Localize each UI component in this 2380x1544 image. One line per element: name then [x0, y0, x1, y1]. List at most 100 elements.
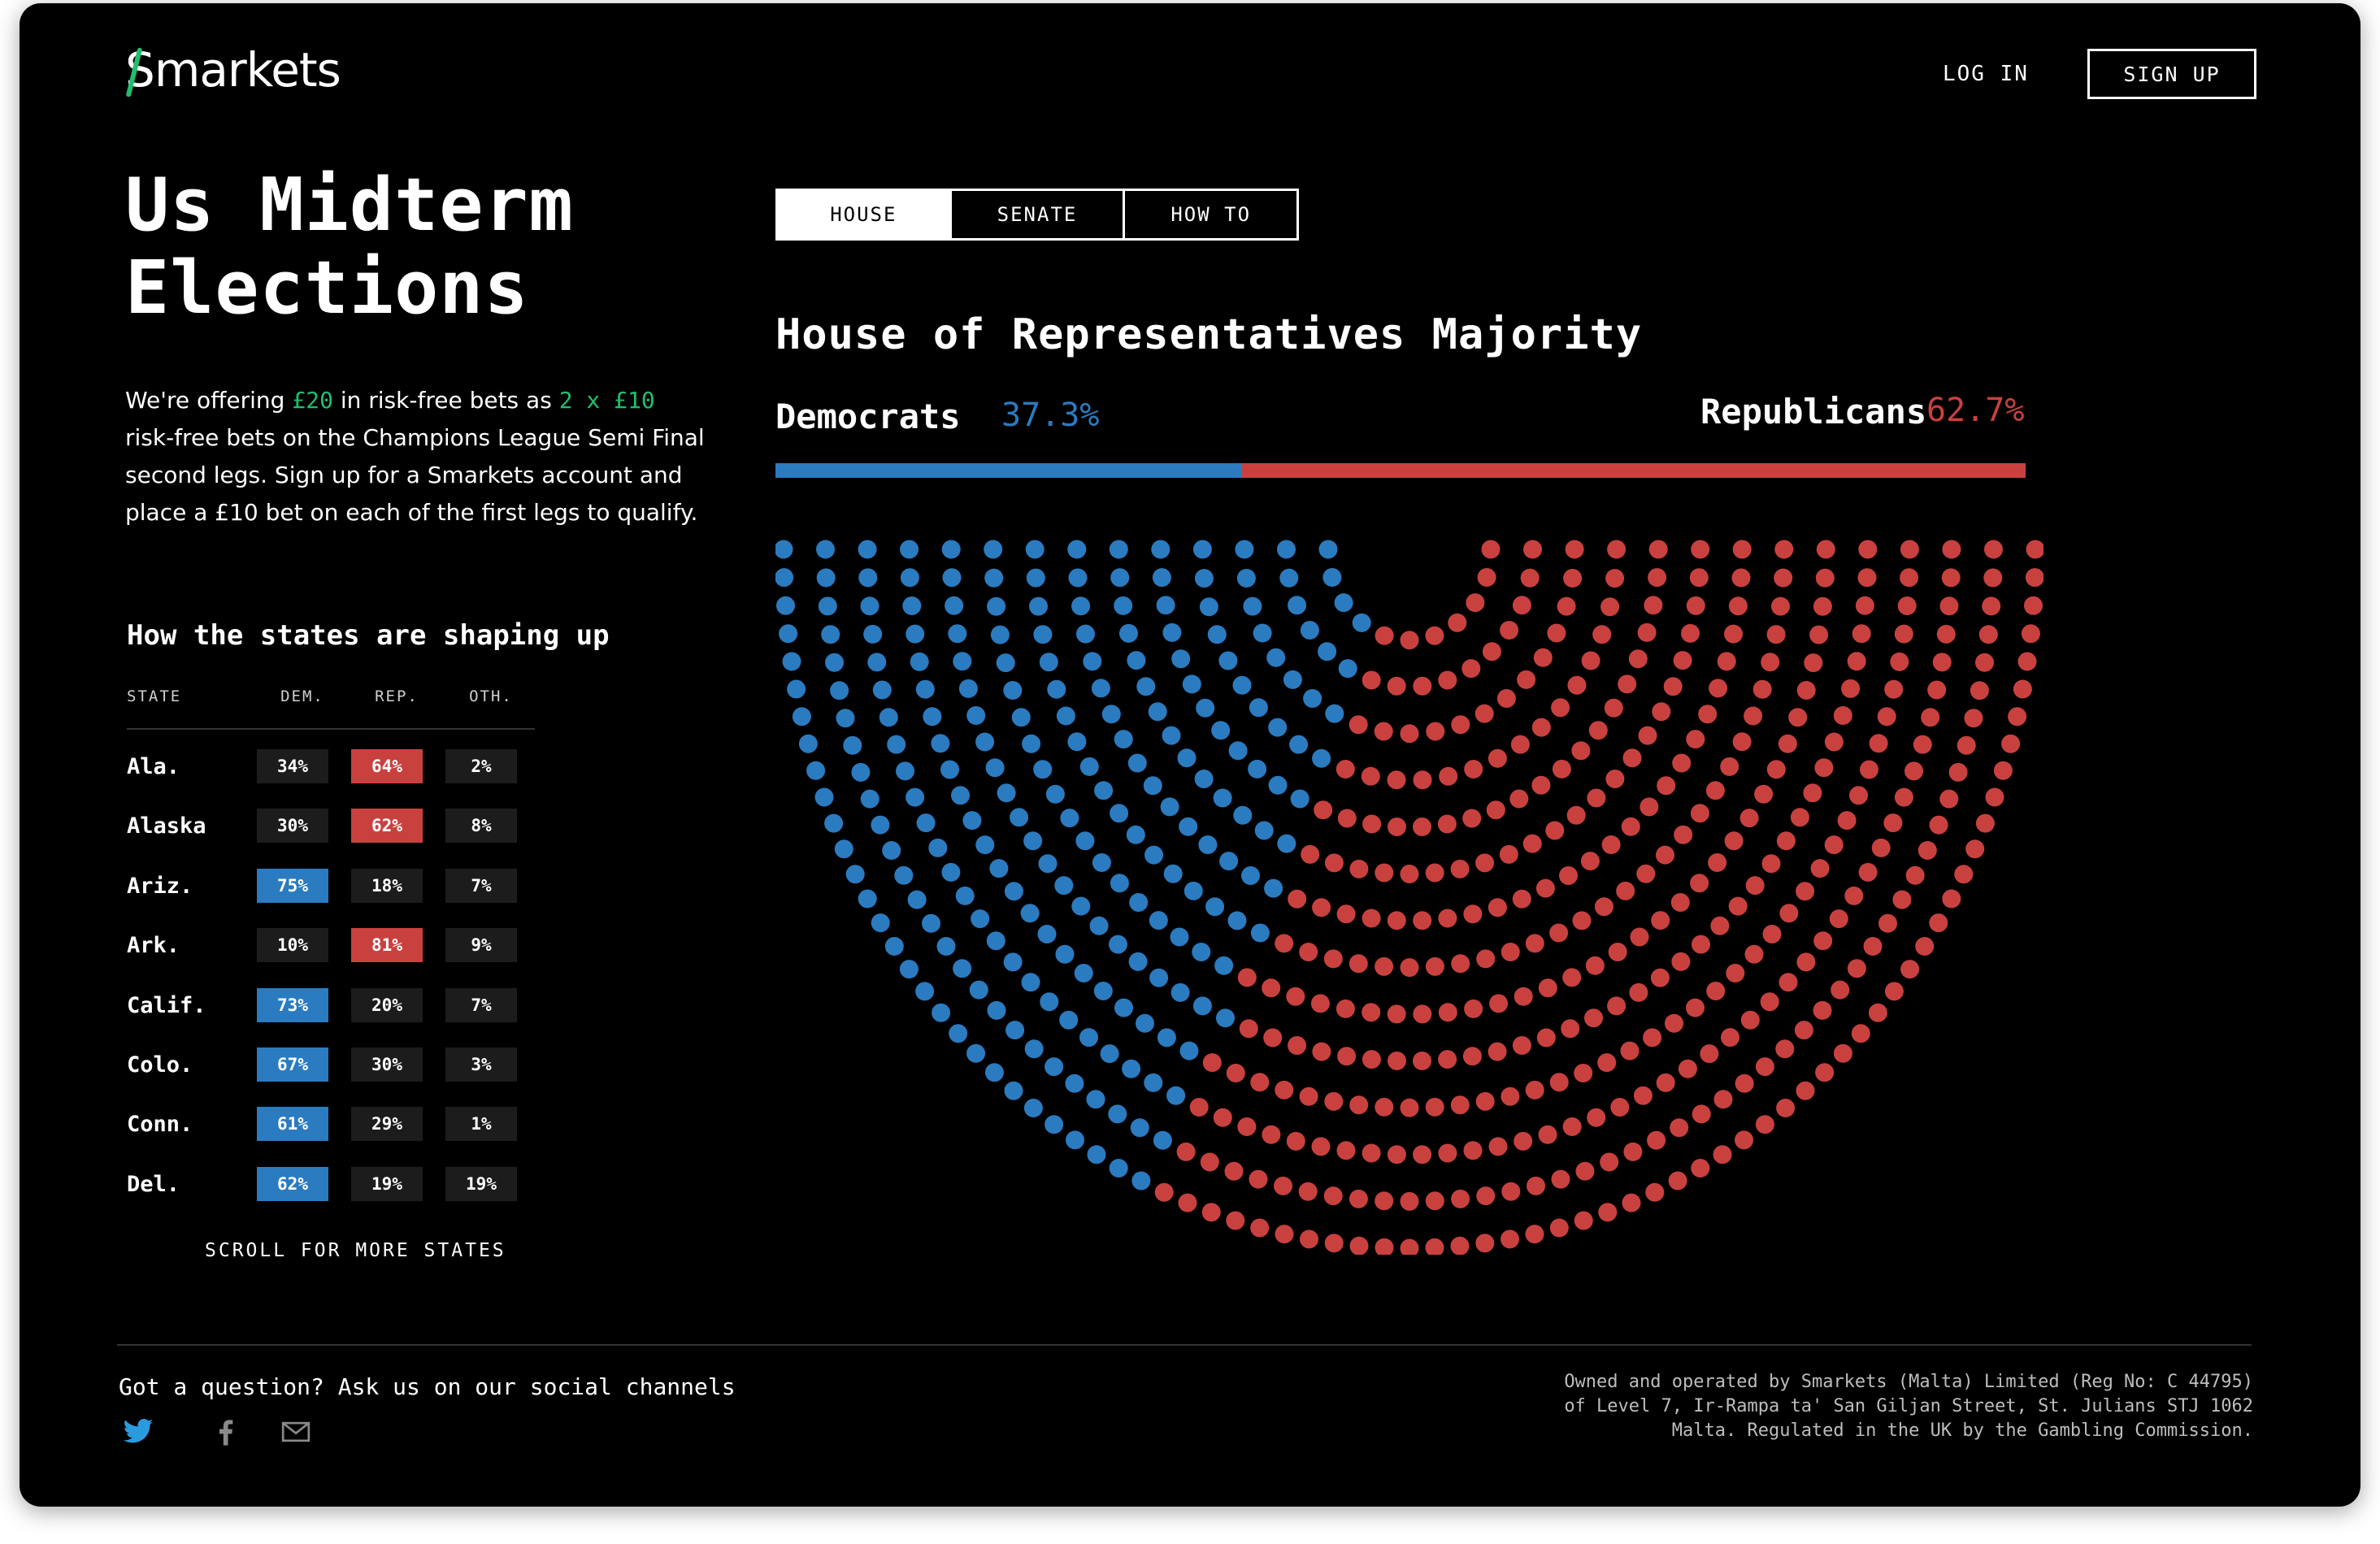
rep-seat: [1708, 853, 1727, 872]
dem-seat: [945, 596, 964, 615]
dem-seat: [1023, 1099, 1043, 1117]
rep-seat: [1858, 540, 1878, 559]
state-row[interactable]: Ark. 10% 81% 9%: [127, 928, 549, 964]
footer-question: Got a question? Ask us on our social cha…: [119, 1373, 736, 1400]
rep-seat: [1323, 949, 1343, 969]
rep-seat: [1510, 735, 1530, 754]
rep-seat: [1692, 1104, 1711, 1124]
dem-seat: [814, 787, 834, 807]
state-row[interactable]: Alaska 30% 62% 8%: [127, 809, 549, 844]
rep-seat: [1775, 1039, 1795, 1059]
rep-seat: [1262, 1125, 1281, 1144]
rep-seat: [1740, 1010, 1760, 1030]
state-dem-percentage: 62%: [257, 1166, 328, 1201]
promo-amount: £20: [292, 387, 333, 414]
rep-seat: [1706, 982, 1726, 1000]
rep-seat: [1509, 789, 1529, 809]
state-row[interactable]: Ala. 34% 64% 2%: [127, 749, 549, 785]
dem-seat: [1156, 596, 1175, 615]
rep-seat: [1815, 1063, 1835, 1082]
facebook-icon[interactable]: [210, 1416, 242, 1448]
dem-seat: [1076, 624, 1095, 644]
dem-seat: [1235, 540, 1254, 559]
rep-seat: [1594, 897, 1613, 917]
rep-seat: [1732, 732, 1752, 752]
rep-seat: [1314, 800, 1333, 820]
state-row[interactable]: Calif. 73% 20% 7%: [127, 987, 549, 1024]
dem-seat: [1318, 642, 1337, 661]
rep-seat: [1387, 676, 1406, 696]
democrats-percentage: 37.3%: [1001, 397, 1100, 434]
rep-seat: [1512, 596, 1531, 615]
rep-seat: [1375, 956, 1394, 976]
rep-seat: [1771, 596, 1790, 616]
dem-seat: [872, 680, 892, 700]
rep-seat: [1438, 1143, 1457, 1163]
legal-text: Owned and operated by Smarkets (Malta) L…: [1366, 1370, 2253, 1443]
dem-seat: [1192, 943, 1211, 961]
dem-seat: [1109, 1159, 1128, 1178]
state-row[interactable]: Colo. 67% 30% 3%: [127, 1047, 549, 1083]
tab-house[interactable]: HOUSE: [778, 191, 949, 238]
dem-seat: [1236, 569, 1256, 588]
rep-seat: [1939, 596, 1959, 616]
dem-seat: [845, 865, 865, 884]
dem-seat: [1054, 876, 1074, 896]
democrats-label: Democrats: [775, 397, 961, 436]
rep-seat: [1814, 758, 1834, 778]
house-seat-chart: [775, 540, 2043, 1255]
login-link[interactable]: LOG IN: [1943, 62, 2029, 86]
rep-seat: [1915, 937, 1935, 956]
state-name: Conn.: [127, 1112, 193, 1138]
tab-how-to[interactable]: HOW TO: [1123, 191, 1296, 238]
rep-seat: [1387, 1004, 1406, 1024]
dem-seat: [1127, 753, 1147, 773]
twitter-icon[interactable]: [122, 1416, 154, 1448]
rep-seat: [1349, 1095, 1369, 1115]
mail-icon[interactable]: [280, 1416, 312, 1448]
rep-seat: [2008, 707, 2027, 726]
state-name: Colo.: [127, 1052, 193, 1078]
rep-seat: [1815, 568, 1835, 588]
rep-seat: [1286, 1131, 1305, 1151]
rep-seat: [1551, 1169, 1570, 1189]
signup-button[interactable]: SIGN UP: [2087, 49, 2256, 99]
rep-seat: [1375, 626, 1394, 645]
rep-seat: [1438, 1050, 1457, 1069]
rep-seat: [1705, 781, 1725, 800]
rep-seat: [1201, 1203, 1221, 1222]
dem-seat: [1196, 698, 1215, 718]
dem-seat: [906, 787, 925, 807]
rep-seat: [1927, 680, 1947, 700]
rep-seat: [1678, 1059, 1697, 1078]
rep-seat: [1670, 893, 1690, 912]
state-row[interactable]: Conn. 61% 29% 1%: [127, 1107, 549, 1143]
rep-seat: [1776, 1099, 1796, 1117]
rep-seat: [1726, 964, 1745, 982]
rep-seat: [1565, 540, 1584, 559]
rep-seat: [1400, 958, 1419, 978]
rep-seat: [1275, 934, 1294, 953]
rep-seat: [1349, 954, 1368, 974]
dem-seat: [858, 889, 877, 909]
scroll-more-states[interactable]: SCROLL FOR MORE STATES: [205, 1240, 506, 1261]
dem-seat: [975, 835, 995, 855]
dem-seat: [1110, 804, 1129, 823]
rep-seat: [2026, 540, 2043, 559]
dem-seat: [899, 960, 919, 979]
rep-seat: [1852, 624, 1871, 644]
state-row[interactable]: Del. 62% 19% 19%: [127, 1166, 549, 1203]
rep-seat: [1249, 1169, 1268, 1189]
rep-seat: [1336, 904, 1356, 924]
rep-seat: [1512, 1036, 1531, 1055]
rep-seat: [1616, 881, 1635, 900]
rep-seat: [1476, 949, 1496, 969]
rep-seat: [1605, 770, 1625, 788]
dem-seat: [1114, 730, 1133, 749]
dem-seat: [1143, 776, 1162, 796]
dem-seat: [990, 625, 1010, 644]
dem-seat: [1004, 882, 1023, 901]
state-row[interactable]: Ariz. 75% 18% 7%: [127, 868, 549, 904]
tab-senate[interactable]: SENATE: [949, 191, 1123, 238]
